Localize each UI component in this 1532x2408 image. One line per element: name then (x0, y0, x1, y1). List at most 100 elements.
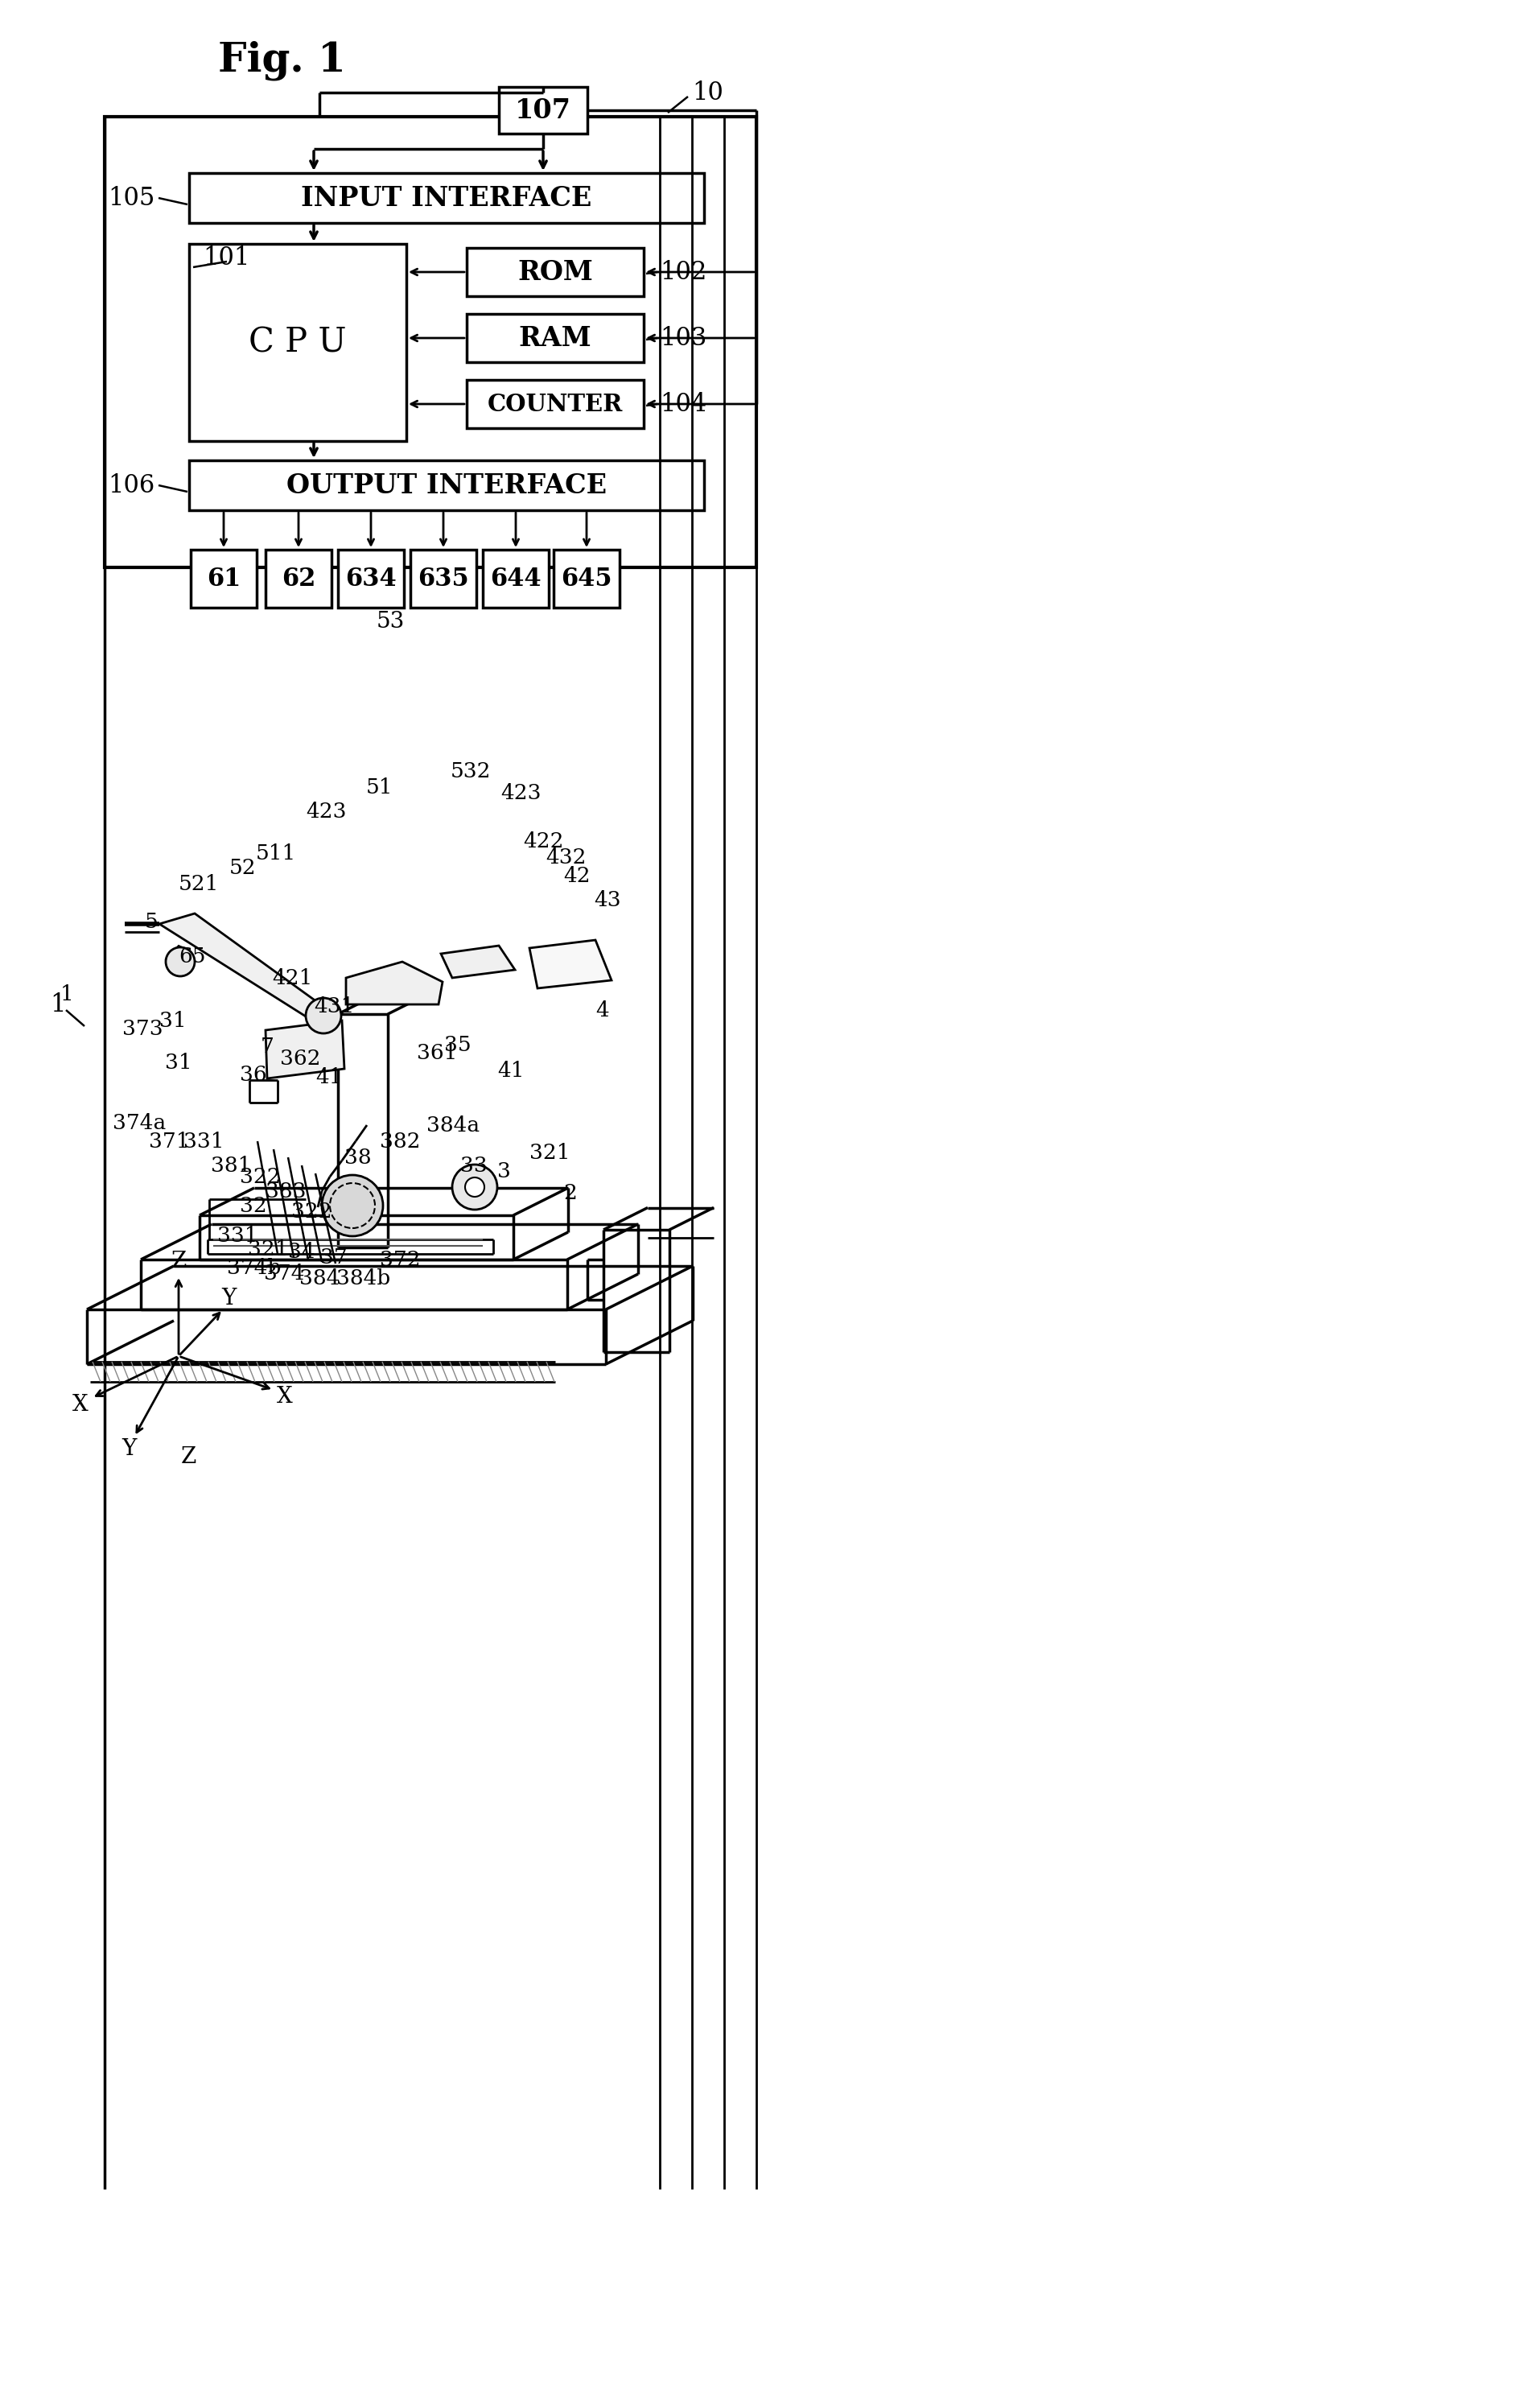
Text: Y: Y (221, 1288, 236, 1310)
Text: 31: 31 (159, 1011, 187, 1031)
Text: 33: 33 (460, 1156, 487, 1175)
Text: 371: 371 (149, 1132, 190, 1151)
Text: 374: 374 (264, 1264, 305, 1283)
Text: 37: 37 (320, 1247, 348, 1267)
Text: 41: 41 (498, 1060, 524, 1081)
Text: 431: 431 (314, 997, 354, 1016)
Bar (467, 248, 643, 296)
Text: 321: 321 (530, 1141, 570, 1163)
Text: Z: Z (172, 1250, 187, 1271)
Bar (483, 549, 548, 607)
Bar (104, 116, 757, 568)
Text: 7: 7 (260, 1035, 274, 1057)
Text: 5: 5 (146, 913, 158, 932)
Text: COUNTER: COUNTER (487, 393, 624, 417)
Text: 3: 3 (498, 1161, 510, 1180)
Text: 65: 65 (179, 946, 205, 966)
Text: 36: 36 (241, 1064, 267, 1084)
Text: 383: 383 (265, 1180, 306, 1202)
Text: 384a: 384a (426, 1115, 480, 1134)
Text: RAM: RAM (519, 325, 591, 352)
Text: 106: 106 (109, 472, 155, 498)
Text: 432: 432 (545, 848, 587, 867)
Circle shape (466, 1178, 484, 1197)
Text: 1: 1 (51, 992, 66, 1016)
Text: 322: 322 (291, 1202, 332, 1221)
Text: 34: 34 (288, 1243, 316, 1262)
Bar (467, 380, 643, 429)
Text: 101: 101 (202, 246, 250, 270)
Text: X: X (277, 1385, 293, 1406)
Text: 4: 4 (596, 999, 608, 1021)
Text: 382: 382 (380, 1132, 420, 1151)
Text: 374b: 374b (227, 1257, 280, 1279)
Text: ROM: ROM (518, 258, 593, 284)
Circle shape (322, 1175, 383, 1235)
Text: OUTPUT INTERFACE: OUTPUT INTERFACE (286, 472, 607, 498)
Text: 374a: 374a (113, 1112, 165, 1132)
Text: 361: 361 (417, 1043, 458, 1062)
Bar (265, 549, 331, 607)
Bar (190, 549, 257, 607)
Text: 331: 331 (218, 1226, 257, 1245)
Circle shape (165, 946, 195, 975)
Bar (499, 87, 587, 132)
Text: 321: 321 (248, 1240, 288, 1259)
Text: 384: 384 (299, 1269, 340, 1288)
Text: Y: Y (121, 1438, 136, 1459)
Text: 104: 104 (660, 393, 706, 417)
Bar (339, 549, 404, 607)
Text: 2: 2 (564, 1182, 578, 1202)
Text: 645: 645 (561, 566, 613, 590)
Circle shape (306, 997, 342, 1033)
Text: 331: 331 (184, 1132, 224, 1151)
Text: 511: 511 (256, 843, 296, 862)
Text: 102: 102 (660, 260, 706, 284)
Polygon shape (165, 946, 184, 963)
Text: 43: 43 (594, 889, 620, 910)
Text: 35: 35 (444, 1035, 472, 1055)
Polygon shape (159, 913, 328, 1021)
Text: 384b: 384b (337, 1269, 391, 1288)
Text: 635: 635 (418, 566, 469, 590)
Bar (553, 549, 619, 607)
Bar (188, 460, 705, 510)
Text: 61: 61 (207, 566, 241, 590)
Text: 532: 532 (450, 761, 492, 780)
Circle shape (452, 1165, 498, 1209)
Text: INPUT INTERFACE: INPUT INTERFACE (302, 185, 591, 212)
Text: 423: 423 (501, 783, 541, 802)
Text: 107: 107 (515, 96, 571, 123)
Text: 634: 634 (345, 566, 397, 590)
Bar (411, 549, 476, 607)
Text: C P U: C P U (248, 325, 346, 359)
Text: 1: 1 (60, 985, 74, 1004)
Text: 42: 42 (564, 864, 590, 886)
Text: Fig. 1: Fig. 1 (218, 41, 346, 79)
Text: 105: 105 (109, 185, 155, 209)
Text: 31: 31 (165, 1052, 192, 1072)
Bar (467, 313, 643, 361)
Text: Z: Z (181, 1445, 196, 1466)
Polygon shape (265, 1021, 345, 1079)
Text: 38: 38 (345, 1146, 371, 1168)
Text: 381: 381 (211, 1156, 251, 1175)
Text: 103: 103 (660, 325, 706, 352)
Text: 41: 41 (316, 1067, 342, 1086)
Bar (188, 243, 406, 441)
Polygon shape (441, 946, 515, 978)
Text: 10: 10 (692, 79, 723, 106)
Text: 521: 521 (179, 874, 219, 893)
Text: 62: 62 (282, 566, 316, 590)
Bar (188, 173, 705, 224)
Text: 362: 362 (280, 1047, 320, 1069)
Text: 423: 423 (306, 802, 346, 821)
Text: 373: 373 (123, 1019, 162, 1038)
Text: 644: 644 (490, 566, 541, 590)
Text: 372: 372 (380, 1250, 420, 1269)
Text: 421: 421 (273, 968, 313, 987)
Polygon shape (346, 961, 443, 1004)
Text: 51: 51 (366, 778, 394, 797)
Text: X: X (72, 1394, 89, 1416)
Text: 322: 322 (241, 1165, 280, 1187)
